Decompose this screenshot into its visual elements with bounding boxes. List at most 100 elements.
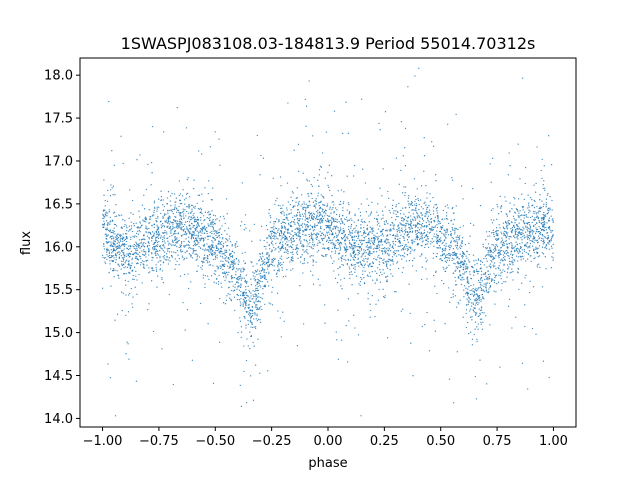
data-point (431, 238, 433, 240)
data-point (144, 250, 146, 253)
data-point (247, 319, 249, 322)
data-point (232, 267, 235, 270)
data-point (180, 217, 182, 219)
data-point (163, 224, 165, 227)
data-point (426, 243, 429, 245)
data-point (180, 218, 183, 221)
data-point (459, 273, 461, 276)
data-point (221, 225, 223, 227)
data-point (180, 250, 182, 252)
data-point (499, 249, 501, 251)
data-point (280, 239, 282, 241)
data-point (302, 249, 304, 251)
data-point (302, 246, 304, 248)
data-point (202, 260, 204, 263)
data-point (461, 254, 464, 257)
data-point (168, 251, 171, 253)
data-point (469, 308, 472, 310)
data-point (427, 210, 429, 213)
data-point (175, 241, 177, 244)
data-point (299, 228, 301, 230)
data-point (341, 263, 343, 266)
data-point (551, 230, 554, 232)
data-point (515, 208, 517, 210)
data-point (373, 217, 376, 220)
data-point (156, 286, 158, 288)
data-point (266, 241, 268, 244)
data-point (400, 121, 403, 123)
data-point (397, 225, 399, 228)
data-point (179, 275, 182, 277)
data-point (164, 247, 166, 249)
data-point (234, 283, 236, 285)
data-point (552, 259, 554, 261)
data-point (281, 212, 283, 215)
data-point (129, 189, 131, 191)
data-point (298, 200, 300, 203)
data-point (218, 220, 221, 222)
data-point (179, 244, 181, 246)
data-point (240, 298, 242, 300)
data-point (525, 226, 527, 228)
data-point (116, 270, 118, 272)
data-point (362, 233, 365, 235)
data-point (342, 202, 344, 205)
data-point (224, 222, 226, 225)
data-point (315, 225, 317, 227)
data-point (170, 254, 173, 257)
data-point (511, 246, 513, 248)
data-point (223, 271, 226, 273)
data-point (433, 240, 435, 242)
data-point (107, 212, 109, 214)
data-point (207, 260, 209, 262)
data-point (495, 268, 497, 270)
data-point (290, 252, 292, 254)
data-point (453, 258, 455, 260)
data-point (543, 226, 545, 228)
data-point (401, 227, 403, 229)
data-point (383, 250, 385, 253)
data-point (148, 236, 150, 239)
data-point (412, 219, 414, 221)
data-point (190, 216, 192, 218)
data-point (187, 217, 190, 219)
data-point (188, 207, 190, 209)
data-point (227, 293, 229, 295)
data-point (369, 275, 372, 277)
data-point (195, 253, 198, 255)
data-point (537, 241, 539, 243)
data-point (508, 238, 510, 240)
data-point (181, 211, 184, 213)
data-point (162, 215, 164, 218)
data-point (192, 225, 195, 227)
data-point (550, 245, 553, 247)
data-point (449, 234, 452, 236)
data-point (523, 198, 525, 201)
data-point (237, 276, 239, 279)
data-point (444, 257, 446, 259)
data-point (273, 228, 275, 230)
data-point (210, 225, 212, 227)
data-point (361, 253, 364, 255)
data-point (138, 255, 141, 257)
data-point (127, 311, 130, 313)
data-point (376, 259, 378, 261)
data-point (277, 270, 279, 272)
data-point (516, 248, 518, 250)
data-point (551, 199, 553, 202)
data-point (262, 260, 264, 262)
data-point (469, 298, 471, 301)
data-point (396, 250, 398, 252)
data-point (176, 106, 179, 109)
data-point (192, 244, 195, 247)
data-point (455, 205, 457, 207)
data-point (482, 296, 484, 298)
data-point (155, 239, 157, 241)
data-point (475, 302, 477, 304)
data-point (312, 212, 315, 214)
data-point (255, 318, 257, 320)
data-point (234, 263, 236, 265)
data-point (315, 203, 317, 205)
data-point (305, 125, 307, 127)
data-point (114, 241, 116, 243)
